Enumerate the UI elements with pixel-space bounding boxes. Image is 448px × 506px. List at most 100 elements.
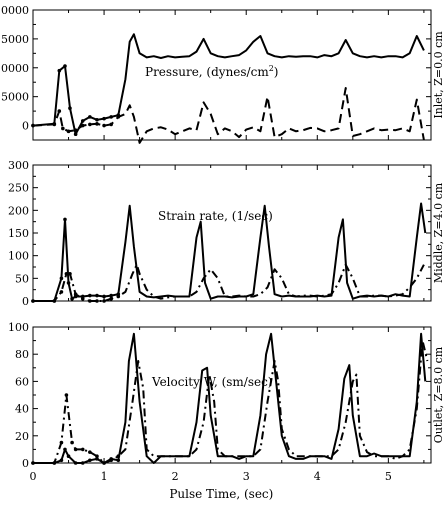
y-tick-label: 20 xyxy=(15,430,29,443)
series-point xyxy=(116,454,121,459)
panel-annotation: Pressure, (dynes/cm2) xyxy=(145,64,278,79)
series-point xyxy=(88,122,92,127)
y-tick-label: 40 xyxy=(15,403,29,416)
series-point xyxy=(102,461,106,465)
series-point xyxy=(95,454,99,459)
position-label: Outlet, Z=8.0 cm xyxy=(432,346,445,443)
series-point xyxy=(88,450,92,454)
annotation-text: Velocity W, (sm/sec) xyxy=(151,375,273,389)
series-point xyxy=(116,458,121,463)
panel-annotation: Strain rate, (1/sec) xyxy=(158,209,273,223)
series-point xyxy=(66,281,71,285)
series-point xyxy=(59,290,64,294)
series-line-solid xyxy=(33,332,427,464)
annotation-superscript: 2 xyxy=(269,64,274,73)
x-tick-label: 2 xyxy=(172,470,179,483)
series-point xyxy=(52,461,57,465)
series-point xyxy=(88,299,92,303)
series-point xyxy=(70,296,74,301)
series-point xyxy=(88,115,92,119)
y-tick-label: 200 xyxy=(8,204,29,217)
panel-1: 0 5000 10000 15000 20000 Pressure, (dynes/cm2… xyxy=(0,4,445,144)
series-point xyxy=(102,299,106,303)
series-point xyxy=(64,272,69,276)
x-tick-label: 4 xyxy=(314,470,321,483)
panel-2: 0 50 100 150 200 250 300 Strain rate, (1/sec) Mi… xyxy=(8,159,445,308)
y-tick-label: 0 xyxy=(22,295,29,308)
series-point xyxy=(95,299,99,303)
series-line-dashdot xyxy=(33,339,429,464)
x-axis-label: Pulse Time, (sec) xyxy=(169,487,273,501)
series-point xyxy=(88,458,92,463)
series-point xyxy=(59,276,64,281)
plot-frame xyxy=(32,326,432,464)
x-tick-label: 0 xyxy=(30,470,37,483)
series-point xyxy=(95,122,99,126)
series-point xyxy=(95,117,99,122)
x-tick-label: 5 xyxy=(385,470,392,483)
series-point xyxy=(102,294,106,299)
series-point xyxy=(70,440,74,445)
series-point xyxy=(73,128,78,132)
series-point xyxy=(80,461,85,465)
series-point xyxy=(109,115,113,119)
series-point xyxy=(102,116,106,121)
series-point xyxy=(31,299,35,303)
y-tick-label: 100 xyxy=(8,321,29,334)
series-point xyxy=(61,126,65,131)
y-tick-label: 50 xyxy=(15,272,29,285)
series-point xyxy=(109,122,113,127)
series-point xyxy=(66,454,71,459)
series-point xyxy=(116,115,121,119)
y-tick-label: 60 xyxy=(15,375,29,388)
position-label: Middle, Z=4.0 cm xyxy=(432,182,445,283)
series-point xyxy=(102,123,106,128)
annotation-text: Strain rate, (1/sec) xyxy=(158,209,273,223)
plot-frame xyxy=(32,164,432,302)
series-line-dashed xyxy=(32,87,425,144)
y-tick-label: 300 xyxy=(8,159,29,172)
y-tick-label: 0 xyxy=(22,120,29,133)
panel-3: 0 20 40 60 80 100 Velocity W, (sm/sec) Outlet, … xyxy=(8,321,445,470)
series-point xyxy=(80,447,85,452)
series-point xyxy=(109,293,113,298)
series-point xyxy=(57,109,62,113)
series-point xyxy=(68,272,72,276)
y-tick-label: 10000 xyxy=(0,62,29,75)
plot-frame xyxy=(32,9,432,141)
series-point xyxy=(59,440,64,445)
y-tick-label: 150 xyxy=(8,227,29,240)
series-point xyxy=(73,461,78,465)
position-label: Inlet, Z=0.0 cm xyxy=(432,31,445,119)
annotation-close: ) xyxy=(274,65,279,79)
series-point xyxy=(66,129,71,134)
series-point xyxy=(80,296,85,301)
y-tick-label: 250 xyxy=(8,182,29,195)
y-tick-label: 15000 xyxy=(0,33,29,46)
series-point xyxy=(88,293,92,298)
series-point xyxy=(31,461,35,465)
series-point xyxy=(63,64,67,68)
annotation-text: Pressure, (dynes/cm xyxy=(145,65,269,79)
y-tick-label: 100 xyxy=(8,250,29,263)
x-tick-label: 3 xyxy=(243,470,250,483)
series-point xyxy=(116,294,121,299)
y-tick-label: 5000 xyxy=(1,91,29,104)
series-point xyxy=(73,447,78,452)
series-point xyxy=(80,123,85,128)
series-point xyxy=(80,119,85,123)
series-point xyxy=(95,457,99,461)
y-tick-label: 80 xyxy=(15,348,29,361)
series-point xyxy=(59,458,64,463)
y-tick-label: 20000 xyxy=(0,4,29,17)
series-point xyxy=(64,393,69,397)
x-tick-label: 1 xyxy=(101,470,108,483)
series-point xyxy=(63,217,67,222)
series-point xyxy=(109,458,113,463)
series-point xyxy=(63,447,67,452)
series-point xyxy=(57,68,62,73)
series-point xyxy=(52,299,57,303)
series-point xyxy=(73,292,78,297)
series-point xyxy=(68,106,72,111)
